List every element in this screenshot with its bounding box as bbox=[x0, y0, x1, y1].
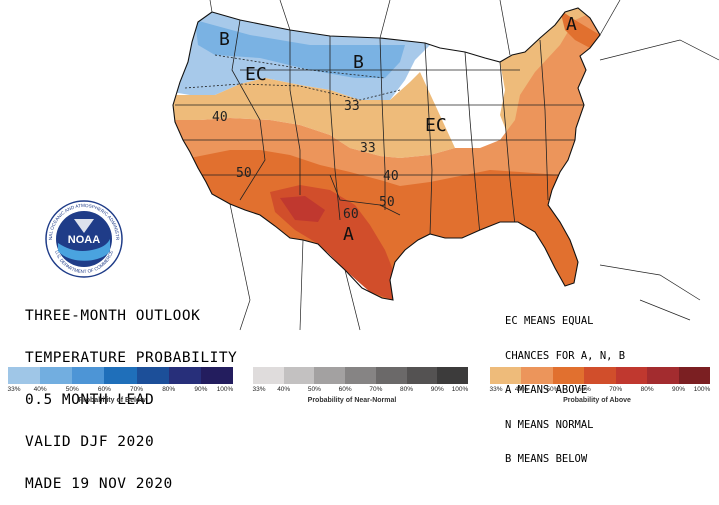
logo-text: NOAA bbox=[68, 234, 100, 246]
scale-swatch bbox=[8, 367, 41, 384]
info-variable: TEMPERATURE PROBABILITY bbox=[25, 350, 238, 366]
scale-swatch bbox=[615, 367, 648, 384]
scale-swatch bbox=[104, 367, 137, 384]
ec-label: EC bbox=[245, 64, 267, 85]
info-made: MADE 19 NOV 2020 bbox=[25, 476, 173, 492]
below-color-scale bbox=[8, 367, 233, 384]
contour-label: 40 bbox=[383, 169, 399, 184]
scale-tick-label: 100% bbox=[216, 386, 234, 393]
near-normal-scale-ticks: 33% 40% 50% 60% 70% 80% 90% 100% bbox=[252, 386, 469, 396]
below-scale-title: Probability of Below bbox=[78, 397, 146, 404]
above-scale-title: Probability of Above bbox=[563, 397, 631, 404]
scale-tick-label: 90% bbox=[430, 386, 444, 393]
above-scale-ticks: 33% 40% 50% 60% 70% 80% 90% 100% bbox=[489, 386, 711, 396]
contour-label: 33 bbox=[360, 141, 376, 156]
scale-swatch bbox=[406, 367, 438, 384]
scale-tick-label: 60% bbox=[97, 386, 111, 393]
contour-label: 50 bbox=[236, 166, 252, 181]
scale-swatch bbox=[521, 367, 553, 384]
key-line: N MEANS NORMAL bbox=[505, 418, 594, 431]
scale-tick-label: 70% bbox=[609, 386, 623, 393]
above-region bbox=[173, 72, 455, 158]
scale-tick-label: 33% bbox=[252, 386, 266, 393]
scale-tick-label: 80% bbox=[400, 386, 414, 393]
scale-swatch bbox=[678, 367, 710, 384]
above-label: A bbox=[343, 224, 354, 245]
scale-tick-label: 100% bbox=[693, 386, 711, 393]
scale-swatch bbox=[314, 367, 346, 384]
scale-swatch bbox=[253, 367, 284, 384]
info-lead: 0.5 MONTH LEAD bbox=[25, 392, 155, 408]
contour-label: 60 bbox=[343, 207, 359, 222]
near-normal-color-scale bbox=[253, 367, 468, 384]
noaa-logo: NOAA NATIONAL OCEANIC AND ATMOSPHERIC AD… bbox=[44, 199, 123, 278]
info-title: THREE-MONTH OUTLOOK bbox=[25, 308, 201, 324]
scale-tick-label: 50% bbox=[65, 386, 79, 393]
scale-swatch bbox=[72, 367, 105, 384]
scale-swatch bbox=[168, 367, 201, 384]
scale-swatch bbox=[552, 367, 585, 384]
scale-tick-label: 70% bbox=[369, 386, 383, 393]
scale-tick-label: 33% bbox=[7, 386, 21, 393]
contour-label: 40 bbox=[212, 110, 228, 125]
above-label: A bbox=[566, 14, 577, 35]
scale-tick-label: 60% bbox=[577, 386, 591, 393]
scale-tick-label: 40% bbox=[277, 386, 291, 393]
scale-swatch bbox=[200, 367, 233, 384]
scale-swatch bbox=[283, 367, 315, 384]
below-scale-ticks: 33% 40% 50% 60% 70% 80% 90% 100% bbox=[7, 386, 234, 396]
contour-label: 33 bbox=[344, 99, 360, 114]
scale-swatch bbox=[584, 367, 616, 384]
scale-swatch bbox=[647, 367, 679, 384]
key-line: EC MEANS EQUAL bbox=[505, 315, 594, 327]
scale-tick-label: 70% bbox=[130, 386, 144, 393]
below-label: B bbox=[353, 52, 364, 73]
scale-tick-label: 40% bbox=[33, 386, 47, 393]
scale-tick-label: 60% bbox=[338, 386, 352, 393]
scale-tick-label: 100% bbox=[451, 386, 469, 393]
scale-tick-label: 80% bbox=[162, 386, 176, 393]
below-label: B bbox=[219, 29, 230, 50]
info-valid: VALID DJF 2020 bbox=[25, 434, 155, 450]
contour-label: 50 bbox=[379, 195, 395, 210]
scale-tick-label: 40% bbox=[514, 386, 528, 393]
scale-swatch bbox=[40, 367, 73, 384]
scale-swatch bbox=[136, 367, 169, 384]
key-line: B MEANS BELOW bbox=[505, 453, 588, 465]
scale-swatch bbox=[490, 367, 522, 384]
scale-tick-label: 90% bbox=[194, 386, 208, 393]
ec-label: EC bbox=[425, 115, 447, 136]
outlook-map: 40 50 33 33 40 50 60 B B A A EC EC bbox=[172, 0, 719, 331]
key-line: A MEANS ABOVE bbox=[505, 384, 588, 396]
scale-tick-label: 80% bbox=[640, 386, 654, 393]
scale-tick-label: 90% bbox=[672, 386, 686, 393]
scale-swatch bbox=[375, 367, 407, 384]
scale-tick-label: 50% bbox=[546, 386, 560, 393]
key-line: CHANCES FOR A, N, B bbox=[505, 349, 626, 362]
near-normal-scale-title: Probability of Near-Normal bbox=[307, 397, 397, 404]
category-key: EC MEANS EQUAL CHANCES FOR A, N, B A MEA… bbox=[505, 293, 625, 477]
scale-tick-label: 50% bbox=[307, 386, 321, 393]
scale-swatch bbox=[437, 367, 468, 384]
scale-tick-label: 33% bbox=[489, 386, 503, 393]
above-color-scale bbox=[490, 367, 710, 384]
scale-swatch bbox=[345, 367, 376, 384]
